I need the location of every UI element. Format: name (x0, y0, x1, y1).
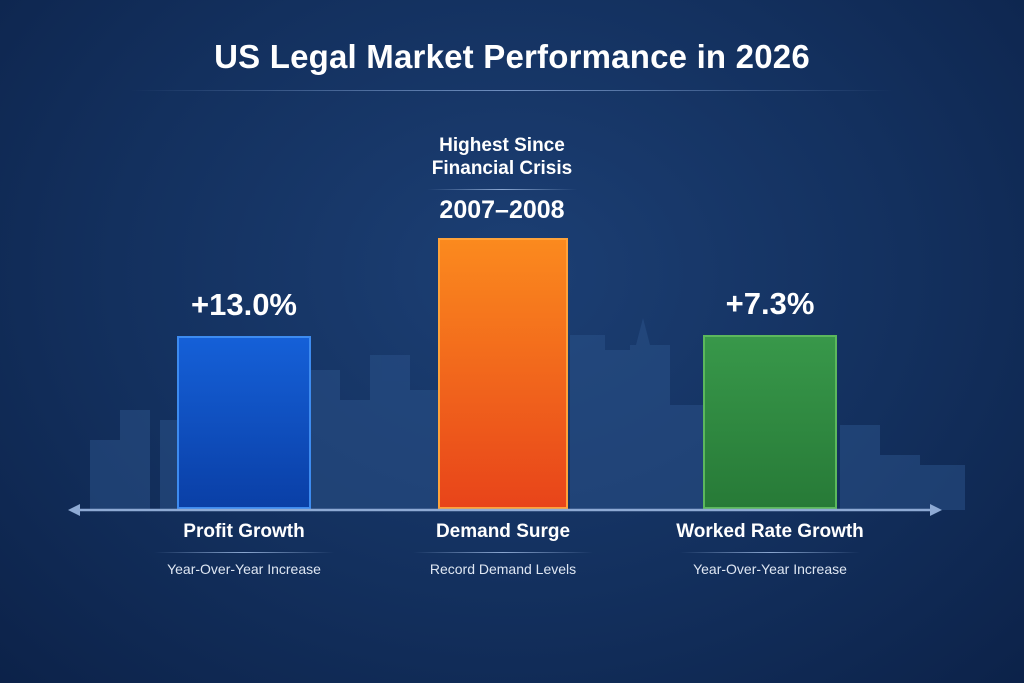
bar-demand-surge (438, 238, 568, 509)
axis-arrow-right-icon (930, 504, 942, 516)
bar-profit-growth (177, 336, 311, 509)
annotation-period: 2007–2008 (439, 196, 565, 224)
category-label: Profit Growth (183, 521, 305, 542)
category-label: Demand Surge (435, 521, 571, 542)
skyline-spire (636, 318, 650, 345)
annotation-line-2: Financial Crisis (431, 158, 573, 179)
skyline-building (570, 335, 605, 510)
category-subtitle: Year-Over-Year Increase (693, 561, 847, 577)
chart-title: US Legal Market Performance in 2026 (214, 38, 810, 75)
bar-worked-rate-growth (703, 335, 837, 509)
skyline-building (340, 400, 370, 510)
category-divider (680, 552, 860, 553)
annotation-divider (427, 189, 577, 190)
skyline-building (920, 465, 965, 510)
skyline-building (120, 410, 150, 510)
skyline-building (605, 350, 630, 510)
annotation-line-1: Highest Since (439, 135, 565, 156)
category-subtitle: Record Demand Levels (429, 561, 577, 577)
category-label: Worked Rate Growth (676, 521, 864, 542)
data-label: +7.3% (725, 286, 815, 321)
skyline-building (840, 425, 880, 510)
skyline-building (880, 455, 920, 510)
skyline-building (630, 345, 670, 510)
skyline-building (410, 390, 440, 510)
data-label: +13.0% (190, 287, 298, 322)
annotation-text: Highest Since Financial Crisis (432, 134, 572, 180)
category-divider (154, 552, 334, 553)
category-divider (413, 552, 593, 553)
title-divider (130, 90, 894, 91)
skyline-building (370, 355, 410, 510)
axis-arrow-left-icon (68, 504, 80, 516)
category-subtitle: Year-Over-Year Increase (167, 561, 321, 577)
